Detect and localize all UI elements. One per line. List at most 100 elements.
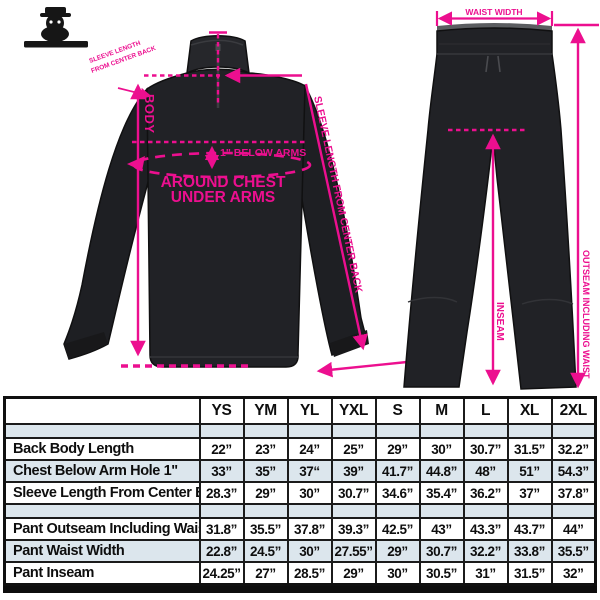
spacer-cell xyxy=(506,503,553,519)
measurement-value: 31.5” xyxy=(506,437,553,461)
around-chest-label-1: AROUND CHEST xyxy=(161,174,286,191)
measurement-label: Chest Below Arm Hole 1" xyxy=(3,459,201,483)
measurement-value: 34.6” xyxy=(374,481,421,505)
inseam-label: INSEAM xyxy=(494,302,505,341)
measurement-label: Pant Waist Width xyxy=(3,539,201,563)
measurement-value: 35.4” xyxy=(418,481,465,505)
cuff-arrow xyxy=(316,360,408,378)
spacer-cell xyxy=(550,423,597,439)
below-arms-label: 1" BELOW ARMS xyxy=(220,147,306,159)
measurement-row: Pant Outseam Including Waist 31.8” 35.5” 37… xyxy=(3,517,597,541)
measurement-value: 30” xyxy=(286,481,333,505)
measurement-value: 29” xyxy=(374,539,421,563)
measurement-value: 27.55” xyxy=(330,539,377,563)
measurement-value: 32” xyxy=(550,561,597,586)
measurement-value: 28.5” xyxy=(286,561,333,586)
measurement-value: 28.3” xyxy=(198,481,245,505)
measurement-value: 35.5” xyxy=(242,517,289,541)
spacer-cell xyxy=(418,503,465,519)
spacer-cell xyxy=(286,423,333,439)
body-label: BODY xyxy=(142,94,157,134)
measurement-value: 30.7” xyxy=(462,437,509,461)
measurement-value: 41.7” xyxy=(374,459,421,483)
waist-width-label: WAIST WIDTH xyxy=(465,7,522,17)
corner-cell xyxy=(3,396,201,425)
size-table-body: Back Body Length 22” 23” 24” 25” 29” 30” 30.7” 3… xyxy=(3,423,597,586)
size-table-section: YS YM YL YXL S M L XL 2XL Back Body Length 22” 23”… xyxy=(3,396,597,593)
measurement-value: 35.5” xyxy=(550,539,597,563)
spacer-cell xyxy=(198,503,245,519)
size-column-header: L xyxy=(462,396,509,425)
measurement-value: 44” xyxy=(550,517,597,541)
measurement-value: 27” xyxy=(242,561,289,586)
measurement-value: 39” xyxy=(330,459,377,483)
spacer-cell xyxy=(3,503,201,519)
measurement-value: 29” xyxy=(374,437,421,461)
spacer-cell xyxy=(418,423,465,439)
spacer-cell xyxy=(550,503,597,519)
size-table-header: YS YM YL YXL S M L XL 2XL xyxy=(3,396,597,425)
shoulder-note-arrow xyxy=(117,87,152,100)
size-column-header: S xyxy=(374,396,421,425)
measurement-value: 30” xyxy=(286,539,333,563)
spacer-cell xyxy=(330,423,377,439)
spacer-cell xyxy=(286,503,333,519)
outseam-label: OUTSEAM INCLUDING WAIST xyxy=(581,250,591,379)
measurement-value: 30.7” xyxy=(330,481,377,505)
measurement-value: 37.8” xyxy=(550,481,597,505)
spacer-cell xyxy=(462,423,509,439)
measurement-value: 54.3” xyxy=(550,459,597,483)
measurement-value: 35” xyxy=(242,459,289,483)
measurement-value: 24” xyxy=(286,437,333,461)
measurement-value: 44.8” xyxy=(418,459,465,483)
measurement-value: 37” xyxy=(506,481,553,505)
measurement-row: Chest Below Arm Hole 1" 33” 35” 37“ 39” 41.7”… xyxy=(3,459,597,483)
around-chest-arrowhead-icon xyxy=(127,156,145,171)
measurement-row: Pant Inseam 24.25” 27” 28.5” 29” 30” 30.5” 31” 3… xyxy=(3,561,597,586)
spacer-cell xyxy=(374,503,421,519)
size-column-header: 2XL xyxy=(550,396,597,425)
measurement-value: 43.7” xyxy=(506,517,553,541)
spacer-cell xyxy=(3,423,201,439)
size-column-header: YL xyxy=(286,396,333,425)
size-column-header: YM xyxy=(242,396,289,425)
spacer-cell xyxy=(198,423,245,439)
pants-annotations xyxy=(435,11,599,389)
measurement-diagram: BODY 1" BELOW ARMS AROUND CHEST UNDER AR… xyxy=(24,7,599,390)
measurement-value: 33.8” xyxy=(506,539,553,563)
measurement-value: 32.2” xyxy=(550,437,597,461)
measurement-value: 48” xyxy=(462,459,509,483)
spacer-cell xyxy=(330,503,377,519)
measurement-value: 37.8” xyxy=(286,517,333,541)
measurement-value: 39.3” xyxy=(330,517,377,541)
measurement-value: 43.3” xyxy=(462,517,509,541)
measurement-row: Sleeve Length From Center Back28.3”29”30… xyxy=(3,481,597,505)
measurement-value: 43” xyxy=(418,517,465,541)
size-table: YS YM YL YXL S M L XL 2XL Back Body Length 22” 23”… xyxy=(3,396,597,586)
measurement-value: 36.2” xyxy=(462,481,509,505)
measurement-value: 30.7” xyxy=(418,539,465,563)
brand-mascot-icon xyxy=(40,7,71,42)
measurement-value: 24.25” xyxy=(198,561,245,586)
measurement-value: 31.8” xyxy=(198,517,245,541)
measurement-row: Pant Waist Width 22.8” 24.5” 30” 27.55” 29” 30… xyxy=(3,539,597,563)
around-chest-label-2: UNDER ARMS xyxy=(171,189,275,206)
measurement-value: 31” xyxy=(462,561,509,586)
size-column-header: YXL xyxy=(330,396,377,425)
measurement-value: 22” xyxy=(198,437,245,461)
spacer-cell xyxy=(374,423,421,439)
measurement-value: 29” xyxy=(242,481,289,505)
size-column-header: XL xyxy=(506,396,553,425)
measurement-label: Pant Outseam Including Waist xyxy=(3,517,201,541)
measurement-value: 33” xyxy=(198,459,245,483)
pants-illustration xyxy=(403,23,577,390)
measurement-value: 30” xyxy=(418,437,465,461)
measurement-value: 32.2” xyxy=(462,539,509,563)
around-chest-ellipse xyxy=(132,151,312,179)
measurement-value: 51” xyxy=(506,459,553,483)
measurement-value: 42.5” xyxy=(374,517,421,541)
measurement-value: 25” xyxy=(330,437,377,461)
spacer-cell xyxy=(506,423,553,439)
spacer-cell xyxy=(242,503,289,519)
